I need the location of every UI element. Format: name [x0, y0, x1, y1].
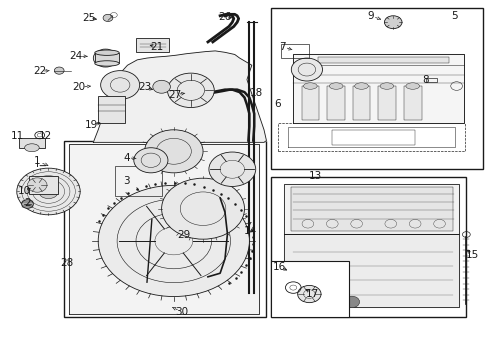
- Ellipse shape: [303, 83, 317, 89]
- Bar: [95, 53, 119, 63]
- Text: 3: 3: [123, 176, 129, 186]
- Text: 12: 12: [39, 131, 52, 141]
- Text: 18: 18: [249, 88, 263, 98]
- Circle shape: [144, 130, 203, 173]
- Bar: [425, 78, 436, 82]
- Text: 13: 13: [308, 171, 321, 181]
- Bar: [136, 38, 169, 51]
- Bar: [115, 166, 161, 196]
- Polygon shape: [69, 144, 259, 315]
- Circle shape: [27, 178, 47, 192]
- Text: 28: 28: [60, 258, 73, 268]
- Bar: [19, 138, 44, 148]
- Bar: [271, 261, 348, 317]
- Ellipse shape: [95, 61, 119, 66]
- Ellipse shape: [24, 144, 39, 152]
- Circle shape: [93, 49, 118, 67]
- Bar: [281, 44, 309, 58]
- Circle shape: [297, 285, 321, 303]
- Text: 30: 30: [175, 307, 188, 317]
- Bar: [64, 141, 266, 317]
- Text: 8: 8: [422, 75, 428, 85]
- Bar: [403, 86, 421, 120]
- Bar: [271, 177, 466, 317]
- Text: 1: 1: [34, 156, 41, 166]
- Circle shape: [54, 67, 64, 74]
- Text: 29: 29: [177, 230, 190, 239]
- Circle shape: [17, 168, 80, 215]
- Text: 22: 22: [33, 66, 46, 76]
- Bar: [290, 187, 452, 231]
- Bar: [352, 86, 369, 120]
- Text: 11: 11: [11, 131, 24, 141]
- Polygon shape: [93, 51, 266, 142]
- Text: 21: 21: [150, 42, 163, 51]
- Ellipse shape: [329, 83, 342, 89]
- Text: 6: 6: [274, 99, 281, 109]
- Circle shape: [384, 16, 401, 29]
- Text: 23: 23: [138, 82, 151, 93]
- Text: 16: 16: [272, 262, 285, 272]
- Circle shape: [153, 80, 170, 93]
- Text: 15: 15: [465, 250, 478, 260]
- Circle shape: [291, 58, 322, 81]
- Text: 24: 24: [69, 51, 83, 61]
- Bar: [98, 96, 125, 123]
- Bar: [301, 86, 319, 120]
- Text: 5: 5: [450, 11, 457, 21]
- Polygon shape: [293, 54, 463, 123]
- Circle shape: [39, 184, 58, 199]
- Ellipse shape: [405, 83, 419, 89]
- Text: 9: 9: [366, 11, 373, 21]
- Bar: [29, 176, 58, 194]
- Ellipse shape: [379, 83, 393, 89]
- Circle shape: [343, 296, 359, 308]
- Text: 14: 14: [243, 226, 257, 236]
- Text: 4: 4: [123, 153, 129, 163]
- Text: 10: 10: [18, 186, 31, 197]
- Text: 2: 2: [24, 198, 31, 208]
- Text: 20: 20: [72, 82, 85, 93]
- Text: 17: 17: [305, 289, 319, 299]
- Circle shape: [103, 14, 113, 22]
- Bar: [377, 86, 395, 120]
- Bar: [271, 8, 483, 169]
- Ellipse shape: [95, 50, 119, 55]
- Ellipse shape: [354, 83, 367, 89]
- Circle shape: [167, 73, 214, 108]
- Polygon shape: [283, 234, 458, 307]
- Circle shape: [21, 200, 33, 208]
- Bar: [317, 57, 448, 63]
- Circle shape: [161, 178, 244, 239]
- Polygon shape: [283, 184, 458, 234]
- Text: 7: 7: [279, 42, 285, 51]
- Text: 26: 26: [218, 12, 231, 22]
- Text: 19: 19: [85, 120, 98, 130]
- Text: 25: 25: [81, 13, 95, 23]
- Circle shape: [98, 185, 249, 297]
- Bar: [327, 86, 344, 120]
- Text: 27: 27: [168, 90, 182, 100]
- Circle shape: [101, 71, 140, 99]
- Circle shape: [208, 152, 255, 186]
- Bar: [331, 130, 414, 145]
- Circle shape: [134, 148, 167, 173]
